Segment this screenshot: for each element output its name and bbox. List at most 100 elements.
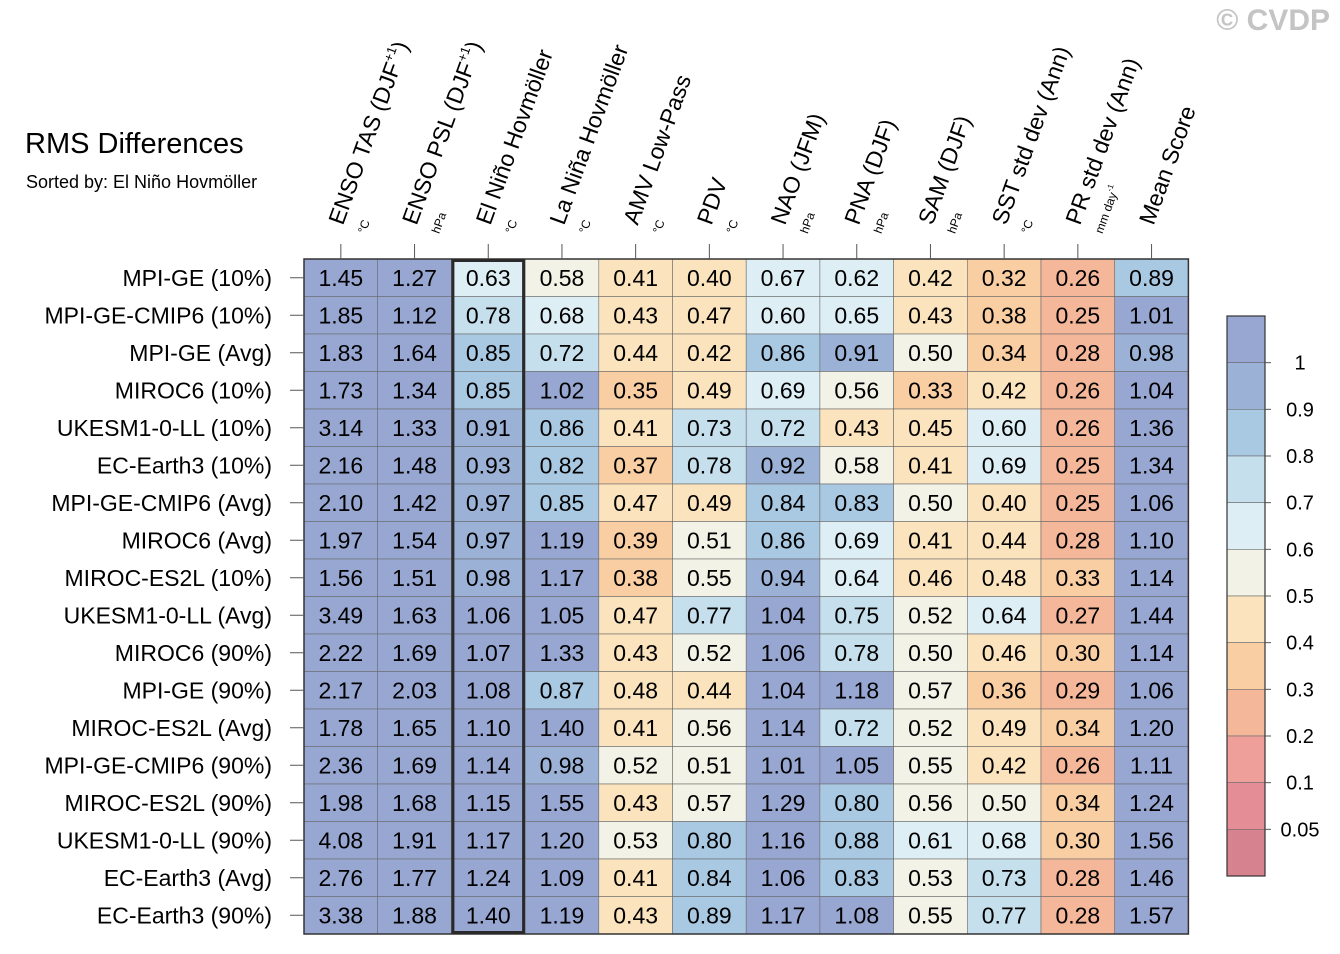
heatmap-cell <box>819 521 894 560</box>
cell-value-label: 1.24 <box>466 865 511 891</box>
heatmap-cell <box>303 558 378 597</box>
cell-value-label: 0.91 <box>466 415 511 441</box>
cell-value-label: 1.40 <box>540 715 585 741</box>
row-label: MPI-GE-CMIP6 (Avg) <box>51 490 272 516</box>
heatmap-cell <box>819 446 894 485</box>
cell-value-label: 0.30 <box>1055 640 1100 666</box>
cell-value-label: 0.34 <box>1055 790 1100 816</box>
cell-value-label: 0.63 <box>466 265 511 291</box>
heatmap-cell <box>966 446 1042 485</box>
cell-value-label: 0.28 <box>1055 527 1100 553</box>
cell-value-label: 0.56 <box>687 715 732 741</box>
cell-value-label: 0.28 <box>1055 340 1100 366</box>
heatmap-cell <box>966 483 1042 522</box>
cell-value-label: 0.58 <box>834 452 879 478</box>
heatmap-cell <box>893 371 968 410</box>
column-label-text: PNA (DJF) <box>839 116 901 228</box>
watermark: © CVDP <box>1216 4 1330 37</box>
cell-value-label: 1.54 <box>392 527 437 553</box>
cell-value-label: 1.20 <box>1129 715 1174 741</box>
cell-value-label: 1.17 <box>466 827 511 853</box>
heatmap-cell <box>598 558 673 597</box>
cell-value-label: 0.43 <box>613 790 658 816</box>
heatmap-cell <box>1040 558 1115 597</box>
heatmap-cell <box>1040 858 1115 897</box>
cell-value-label: 0.83 <box>834 865 879 891</box>
cell-value-label: 1.17 <box>761 902 806 928</box>
heatmap-cell <box>893 671 968 710</box>
column-label-text: SAM (DJF) <box>913 112 976 228</box>
cell-value-label: 0.43 <box>613 302 658 328</box>
cell-value-label: 1.15 <box>466 790 511 816</box>
row-label: MPI-GE (10%) <box>122 265 272 291</box>
cell-value-label: 0.33 <box>908 377 953 403</box>
cell-value-label: 1.20 <box>540 827 585 853</box>
heatmap-cell <box>524 708 600 747</box>
cell-value-label: 0.98 <box>540 752 585 778</box>
cell-value-label: 0.41 <box>613 865 658 891</box>
colorbar-label: 1 <box>1294 353 1305 375</box>
heatmap-cell <box>672 483 747 522</box>
cell-value-label: 0.41 <box>613 265 658 291</box>
row-label: UKESM1-0-LL (10%) <box>57 415 272 441</box>
heatmap-cell <box>1114 858 1189 897</box>
heatmap-cell <box>819 671 894 710</box>
heatmap-cell <box>672 333 747 372</box>
heatmap-cell <box>303 446 378 485</box>
heatmap-cell <box>524 408 600 447</box>
column-label-main: ENSO PSL (DJF <box>397 59 480 228</box>
heatmap-cell <box>1040 258 1115 297</box>
heatmap-cell <box>451 633 526 672</box>
heatmap-cell <box>377 858 452 897</box>
heatmap-cell <box>598 896 673 935</box>
colorbar-label: 0.3 <box>1286 679 1314 701</box>
cell-value-label: 0.43 <box>613 640 658 666</box>
row-label: MIROC6 (10%) <box>115 377 272 403</box>
heatmap-cell <box>745 708 821 747</box>
row-label: MIROC6 (90%) <box>115 640 272 666</box>
heatmap-cell <box>377 258 452 297</box>
heatmap-cell <box>819 258 894 297</box>
cell-value-label: 1.98 <box>318 790 363 816</box>
cell-value-label: 1.55 <box>540 790 585 816</box>
column-unit: °C <box>502 217 520 235</box>
cell-value-label: 0.60 <box>982 415 1027 441</box>
heatmap-cell <box>1040 896 1115 935</box>
cell-value-label: 1.16 <box>761 827 806 853</box>
column-unit: °C <box>650 217 668 235</box>
heatmap-cell <box>745 783 821 822</box>
cell-value-label: 0.92 <box>761 452 806 478</box>
cell-value-label: 0.50 <box>908 640 953 666</box>
heatmap-cell <box>377 746 452 785</box>
heatmap-cell <box>303 371 378 410</box>
cell-value-label: 1.14 <box>761 715 806 741</box>
cell-value-label: 1.33 <box>392 415 437 441</box>
heatmap-cell <box>598 521 673 560</box>
heatmap-cell <box>524 821 600 860</box>
cell-value-label: 0.41 <box>613 715 658 741</box>
cell-value-label: 2.76 <box>318 865 363 891</box>
cell-value-label: 2.10 <box>318 490 363 516</box>
row-label: MIROC-ES2L (10%) <box>65 565 272 591</box>
heatmap-cell <box>745 671 821 710</box>
colorbar-swatch <box>1226 829 1266 877</box>
cell-value-label: 0.44 <box>613 340 658 366</box>
cell-value-label: 1.06 <box>1129 677 1174 703</box>
cell-value-label: 0.41 <box>908 452 953 478</box>
cell-value-label: 0.42 <box>908 265 953 291</box>
heatmap-cell <box>524 333 600 372</box>
colorbar-label: 0.2 <box>1286 726 1314 748</box>
cell-value-label: 1.02 <box>540 377 585 403</box>
cell-value-label: 0.46 <box>982 640 1027 666</box>
colorbar-swatch <box>1226 595 1266 643</box>
cell-value-label: 1.42 <box>392 490 437 516</box>
cell-value-label: 0.75 <box>834 602 879 628</box>
cell-value-label: 0.51 <box>687 527 732 553</box>
row-label: MPI-GE-CMIP6 (10%) <box>45 302 272 328</box>
row-label: MIROC-ES2L (Avg) <box>71 715 272 741</box>
cell-value-label: 0.77 <box>687 602 732 628</box>
heatmap-cell <box>966 558 1042 597</box>
heatmap-cell <box>672 671 747 710</box>
cell-value-label: 0.97 <box>466 490 511 516</box>
heatmap-cell <box>1040 521 1115 560</box>
